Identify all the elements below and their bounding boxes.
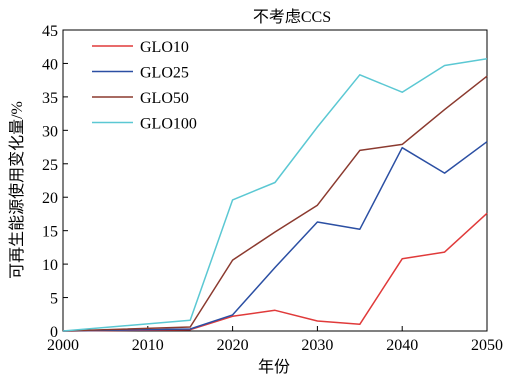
x-tick-label: 2010 — [132, 337, 164, 354]
y-tick-label: 35 — [42, 90, 58, 107]
y-tick-label: 0 — [50, 324, 58, 341]
plot-frame — [62, 29, 488, 332]
y-axis-label: 可再生能源使用变化量/% — [8, 101, 26, 279]
legend-label: GLO10 — [140, 39, 189, 56]
x-axis-label: 年份 — [258, 358, 290, 376]
y-tick-label: 15 — [42, 224, 58, 241]
x-tick-label: 2030 — [301, 337, 333, 354]
x-tick-label: 2000 — [47, 337, 79, 354]
legend: GLO10 GLO25 GLO50 GLO100 — [92, 39, 197, 133]
y-tick-label: 40 — [42, 56, 58, 73]
legend-label: GLO50 — [140, 90, 189, 107]
series-line-glo10 — [62, 212, 488, 332]
x-tick-label: 2040 — [386, 337, 418, 354]
plot-area: 0 5 10 15 20 25 30 35 40 45 2000 2010 2020 2030 2040 20… — [42, 23, 503, 354]
y-tick-label: 20 — [42, 190, 58, 207]
series-line-glo100 — [62, 58, 488, 332]
legend-label: GLO25 — [140, 65, 189, 82]
series-line-glo50 — [62, 75, 488, 332]
y-tick-label: 30 — [42, 123, 58, 140]
y-tick-label: 5 — [50, 291, 58, 308]
x-tick-label: 2020 — [217, 337, 249, 354]
series-line-glo25 — [62, 141, 488, 332]
y-tick-label: 45 — [42, 23, 58, 40]
y-tick-label: 10 — [42, 257, 58, 274]
chart-title: 不考虑CCS — [253, 8, 331, 26]
legend-label: GLO100 — [140, 116, 197, 133]
x-tick-label: 2050 — [471, 337, 503, 354]
y-tick-label: 25 — [42, 157, 58, 174]
